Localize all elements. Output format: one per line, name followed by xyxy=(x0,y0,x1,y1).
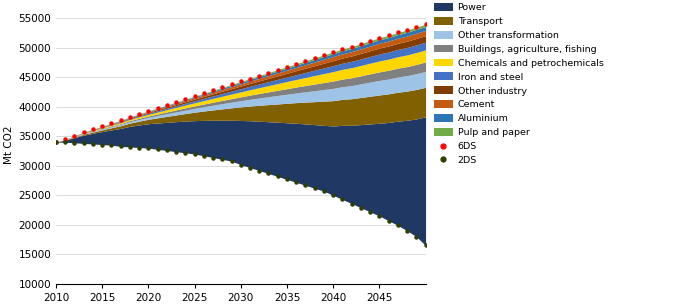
Y-axis label: Mt CO2: Mt CO2 xyxy=(4,126,14,165)
Legend: Power, Transport, Other transformation, Buildings, agriculture, fishing, Chemica: Power, Transport, Other transformation, … xyxy=(434,3,603,165)
